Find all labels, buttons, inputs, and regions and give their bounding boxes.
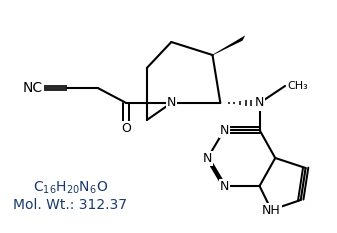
Text: N: N [220, 123, 229, 137]
Text: Mol. Wt.: 312.37: Mol. Wt.: 312.37 [13, 198, 127, 212]
Text: O: O [121, 121, 131, 134]
Text: N: N [203, 151, 212, 164]
Polygon shape [212, 35, 245, 55]
Text: N: N [220, 179, 229, 192]
Text: NH: NH [262, 203, 281, 216]
Text: N: N [166, 96, 176, 110]
Text: CH₃: CH₃ [287, 81, 308, 91]
Text: NC: NC [23, 81, 43, 95]
Text: N: N [255, 96, 264, 110]
Text: $\mathsf{C_{16}H_{20}N_6O}$: $\mathsf{C_{16}H_{20}N_6O}$ [33, 180, 108, 196]
